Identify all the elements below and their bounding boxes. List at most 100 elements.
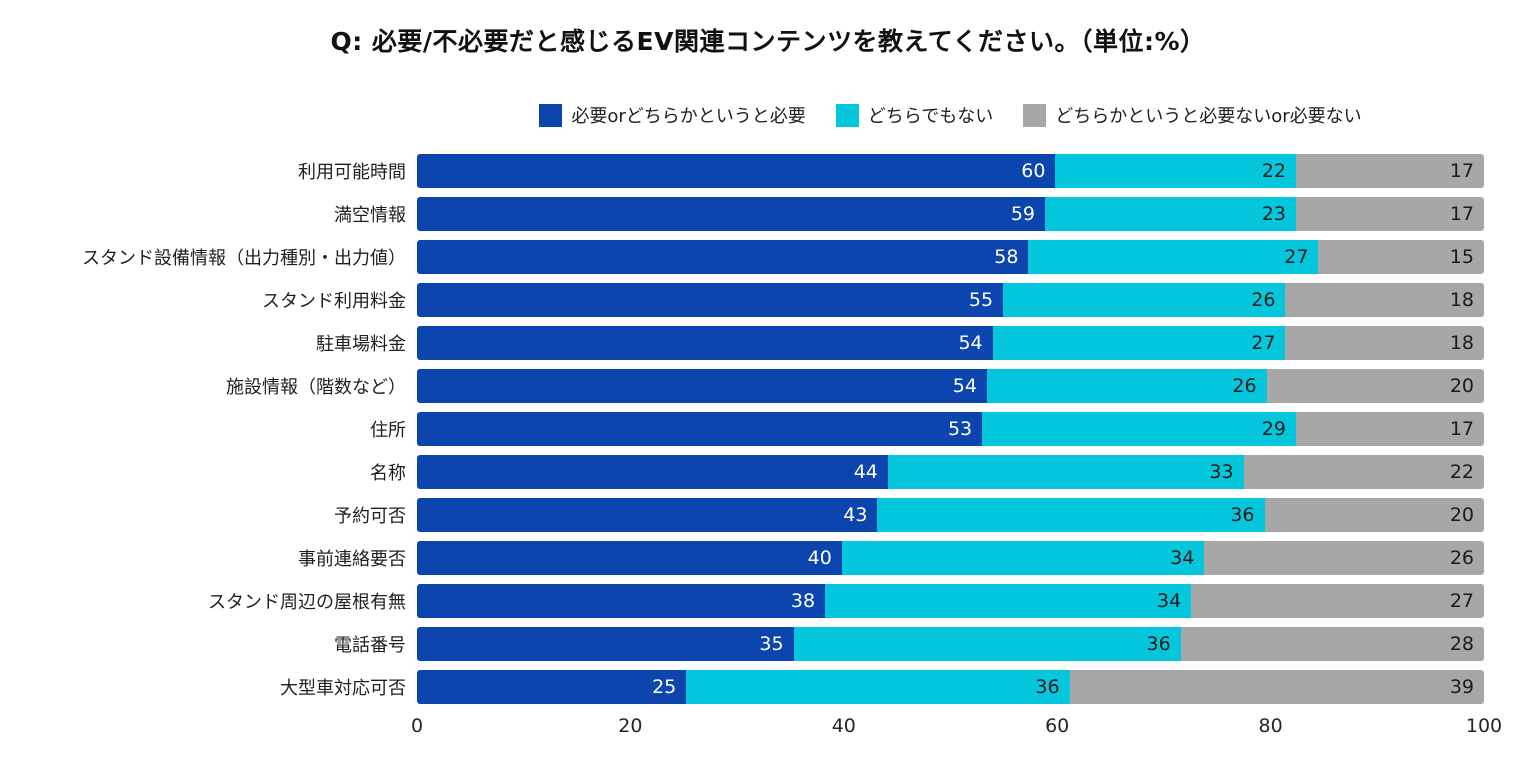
bar-row: 住所 53 29 17: [0, 412, 1536, 446]
bar-segment: 43: [417, 498, 878, 532]
bar-row: 駐車場料金 54 27 18: [0, 326, 1536, 360]
bar-segment: 22: [1055, 154, 1296, 188]
bar-segment: 27: [1191, 584, 1484, 618]
bar-segment: 44: [417, 455, 888, 489]
row-label: 施設情報（階数など）: [226, 377, 406, 398]
bar-segment: 33: [887, 455, 1244, 489]
bar-segment: 27: [1028, 240, 1319, 274]
bar-segment: 54: [417, 369, 987, 403]
bar-segment: 23: [1045, 197, 1296, 231]
bar-track: 54 26 20: [417, 369, 1484, 403]
bar-segment: 36: [686, 670, 1070, 704]
bar-segment: 36: [793, 627, 1181, 661]
row-label: 電話番号: [334, 635, 406, 656]
bar-row: 利用可能時間 60 22 17: [0, 154, 1536, 188]
bar-segment: 59: [417, 197, 1046, 231]
bar-segment: 40: [417, 541, 842, 575]
bar-segment: 58: [417, 240, 1029, 274]
legend-label-needed: 必要orどちらかというと必要: [571, 106, 806, 127]
legend-item-not-needed: どちらかというと必要ないor必要ない: [1023, 102, 1362, 128]
bar-track: 35 36 28: [417, 627, 1484, 661]
bar-row: スタンド利用料金 55 26 18: [0, 283, 1536, 317]
bar-track: 58 27 15: [417, 240, 1484, 274]
bar-row: 予約可否 43 36 20: [0, 498, 1536, 532]
bar-segment: 26: [1003, 283, 1286, 317]
legend-swatch-neutral-icon: [835, 103, 859, 127]
bar-track: 25 36 39: [417, 670, 1484, 704]
chart-title: Q: 必要/不必要だと感じるEV関連コンテンツを教えてください。（単位:%）: [330, 27, 1206, 56]
bar-track: 43 36 20: [417, 498, 1484, 532]
axis-spacer: [0, 713, 417, 743]
row-label: スタンド設備情報（出力種別・出力値）: [82, 248, 406, 269]
bar-track: 38 34 27: [417, 584, 1484, 618]
row-label: 大型車対応可否: [280, 678, 406, 699]
bar-segment: 55: [417, 283, 1004, 317]
bar-track: 60 22 17: [417, 154, 1484, 188]
row-label: 満空情報: [334, 205, 406, 226]
bar-segment: 38: [417, 584, 826, 618]
row-label: 事前連絡要否: [298, 549, 406, 570]
x-axis-tick: 0: [410, 715, 424, 737]
bar-track: 53 29 17: [417, 412, 1484, 446]
bar-segment: 18: [1285, 326, 1484, 360]
bar-row: 電話番号 35 36 28: [0, 627, 1536, 661]
bar-segment: 34: [825, 584, 1192, 618]
bar-track: 54 27 18: [417, 326, 1484, 360]
x-axis-tick: 80: [1258, 715, 1283, 737]
x-axis-tick: 60: [1045, 715, 1070, 737]
bar-row: スタンド周辺の屋根有無 38 34 27: [0, 584, 1536, 618]
bar-segment: 54: [417, 326, 993, 360]
row-label: 住所: [370, 420, 406, 441]
x-axis-tick: 20: [618, 715, 643, 737]
legend-swatch-not-needed-icon: [1023, 103, 1047, 127]
bar-segment: 29: [982, 412, 1296, 446]
bar-segment: 18: [1285, 283, 1484, 317]
x-axis-tick: 100: [1465, 715, 1503, 737]
bar-chart: 利用可能時間 60 22 17 満空情報 59 23 17 スタンド設備情報（出力種別・出力値）…: [0, 154, 1536, 704]
bar-segment: 25: [417, 670, 687, 704]
bar-segment: 27: [992, 326, 1286, 360]
bar-segment: 34: [841, 541, 1205, 575]
bar-segment: 22: [1243, 455, 1484, 489]
row-label: 利用可能時間: [298, 162, 406, 183]
x-axis-ticks: 0 20 40 60 80 100: [411, 713, 1502, 743]
bar-segment: 60: [417, 154, 1056, 188]
legend-item-needed: 必要orどちらかというと必要: [539, 102, 806, 128]
row-label: スタンド利用料金: [262, 291, 406, 312]
row-label: 予約可否: [334, 506, 406, 527]
bar-track: 40 34 26: [417, 541, 1484, 575]
x-axis: 0 20 40 60 80 100: [0, 713, 1536, 743]
legend-label-not-needed: どちらかというと必要ないor必要ない: [1055, 106, 1362, 127]
bar-row: スタンド設備情報（出力種別・出力値） 58 27 15: [0, 240, 1536, 274]
bar-segment: 26: [986, 369, 1267, 403]
bar-segment: 20: [1266, 369, 1484, 403]
bar-segment: 17: [1295, 412, 1484, 446]
bar-segment: 15: [1318, 240, 1484, 274]
bar-segment: 36: [877, 498, 1265, 532]
row-label: スタンド周辺の屋根有無: [208, 592, 406, 613]
legend: 必要orどちらかというと必要 どちらでもない どちらかというと必要ないor必要な…: [417, 102, 1484, 128]
legend-item-neutral: どちらでもない: [835, 102, 994, 128]
x-axis-tick: 40: [831, 715, 856, 737]
bar-row: 施設情報（階数など） 54 26 20: [0, 369, 1536, 403]
bar-track: 59 23 17: [417, 197, 1484, 231]
bar-row: 満空情報 59 23 17: [0, 197, 1536, 231]
bar-segment: 20: [1264, 498, 1484, 532]
bar-segment: 26: [1204, 541, 1484, 575]
bar-segment: 17: [1295, 197, 1484, 231]
row-label: 駐車場料金: [316, 334, 406, 355]
bar-track: 55 26 18: [417, 283, 1484, 317]
bar-row: 名称 44 33 22: [0, 455, 1536, 489]
legend-swatch-needed-icon: [539, 103, 563, 127]
bar-track: 44 33 22: [417, 455, 1484, 489]
row-label: 名称: [370, 463, 406, 484]
bar-segment: 35: [417, 627, 794, 661]
bar-segment: 17: [1295, 154, 1484, 188]
bar-segment: 28: [1180, 627, 1484, 661]
bar-row: 大型車対応可否 25 36 39: [0, 670, 1536, 704]
legend-label-neutral: どちらでもない: [867, 106, 994, 127]
bar-segment: 53: [417, 412, 983, 446]
bar-row: 事前連絡要否 40 34 26: [0, 541, 1536, 575]
bar-segment: 39: [1069, 670, 1484, 704]
